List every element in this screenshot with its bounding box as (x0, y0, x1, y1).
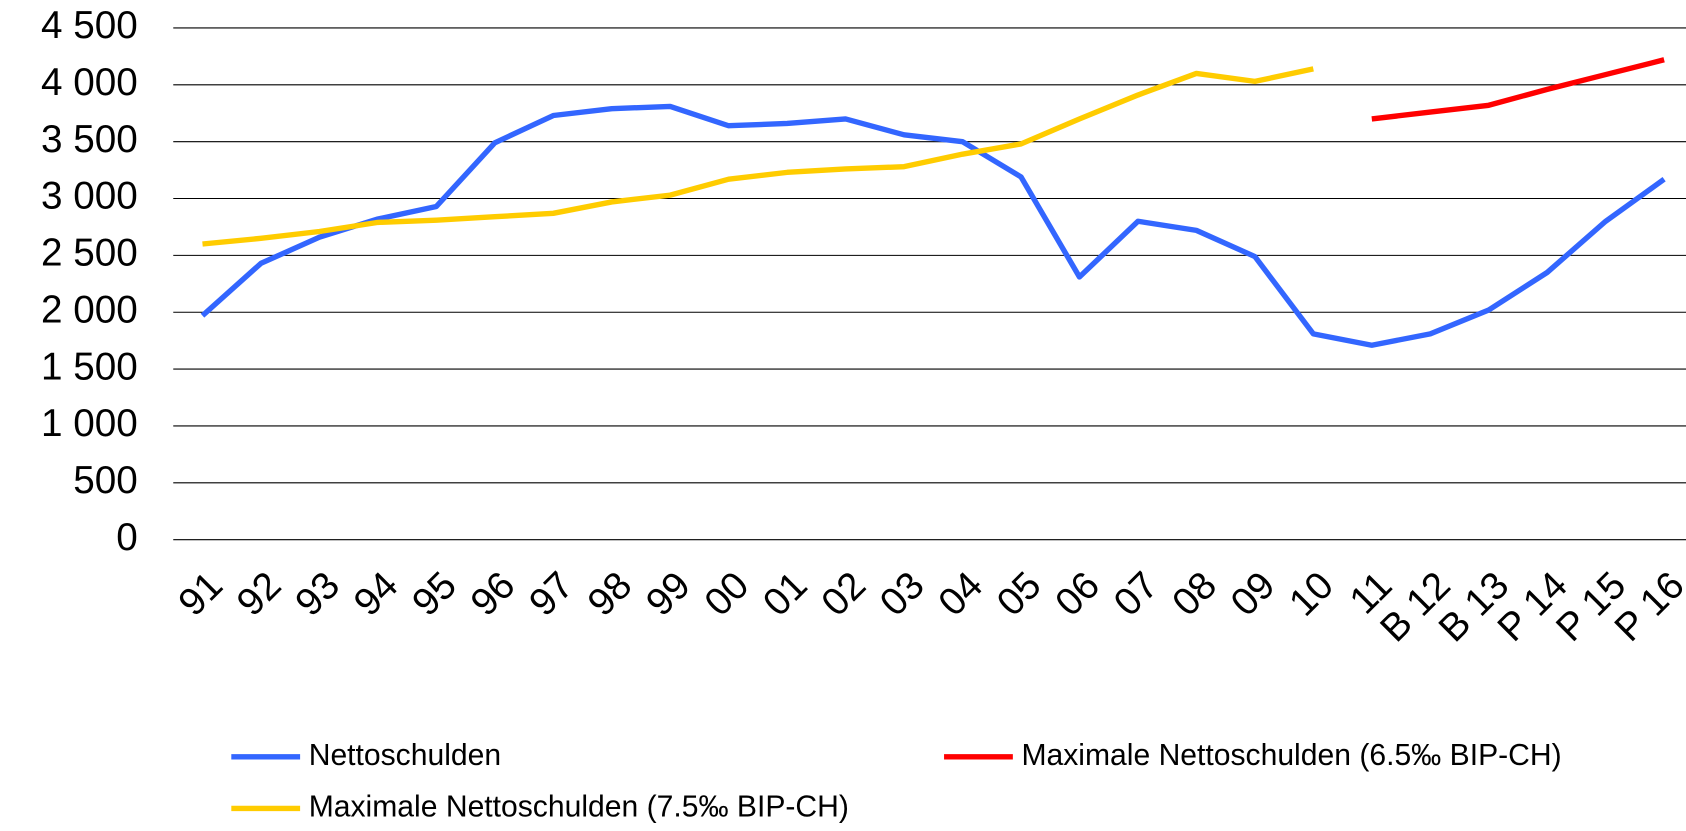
y-tick-label: 4 000 (41, 61, 138, 104)
x-tick-label: 93 (287, 564, 348, 625)
y-tick-label: 2 500 (41, 232, 138, 275)
y-tick-label: 1 000 (41, 402, 138, 445)
legend-item: Maximale Nettoschulden (6.5‰ BIP-CH) (944, 739, 1562, 772)
x-tick-label: 98 (580, 564, 641, 625)
legend-label: Maximale Nettoschulden (6.5‰ BIP-CH) (1021, 739, 1561, 772)
y-tick-label: 4 500 (41, 4, 138, 47)
series-line (1371, 57, 1665, 122)
x-tick-label: 05 (989, 564, 1050, 625)
x-tick-label: 04 (930, 564, 991, 625)
x-tick-label: 92 (229, 564, 290, 625)
x-tick-label: P 16 (1607, 564, 1686, 650)
x-tick-label: 08 (1164, 564, 1225, 625)
x-tick-label: 10 (1281, 564, 1342, 625)
y-tick-label: 1 500 (41, 345, 138, 388)
x-tick-label: 00 (696, 564, 757, 625)
y-tick-label: 2 000 (41, 288, 138, 331)
x-tick-label: 94 (346, 564, 407, 625)
x-tick-label: 02 (813, 564, 874, 625)
y-tick-label: 500 (73, 459, 138, 502)
y-tick-label: 0 (116, 516, 138, 559)
x-tick-label: 03 (872, 564, 933, 625)
series-line (202, 66, 1314, 247)
x-tick-label: 91 (170, 564, 231, 625)
legend-label: Maximale Nettoschulden (7.5‰ BIP-CH) (309, 790, 849, 823)
legend-label: Nettoschulden (309, 739, 501, 772)
x-tick-label: 96 (463, 564, 524, 625)
x-tick-label: 07 (1106, 564, 1167, 625)
x-tick-label: 95 (404, 564, 465, 625)
x-tick-label: 97 (521, 564, 582, 625)
legend-item: Maximale Nettoschulden (7.5‰ BIP-CH) (231, 790, 849, 823)
x-tick-label: 06 (1047, 564, 1108, 625)
x-tick-label: 09 (1223, 564, 1284, 625)
x-tick-label: 01 (755, 564, 816, 625)
series-line (200, 103, 1666, 348)
y-tick-label: 3 000 (41, 175, 138, 218)
legend-item: Nettoschulden (231, 739, 501, 772)
y-tick-label: 3 500 (41, 118, 138, 161)
x-tick-label: 99 (638, 564, 699, 625)
